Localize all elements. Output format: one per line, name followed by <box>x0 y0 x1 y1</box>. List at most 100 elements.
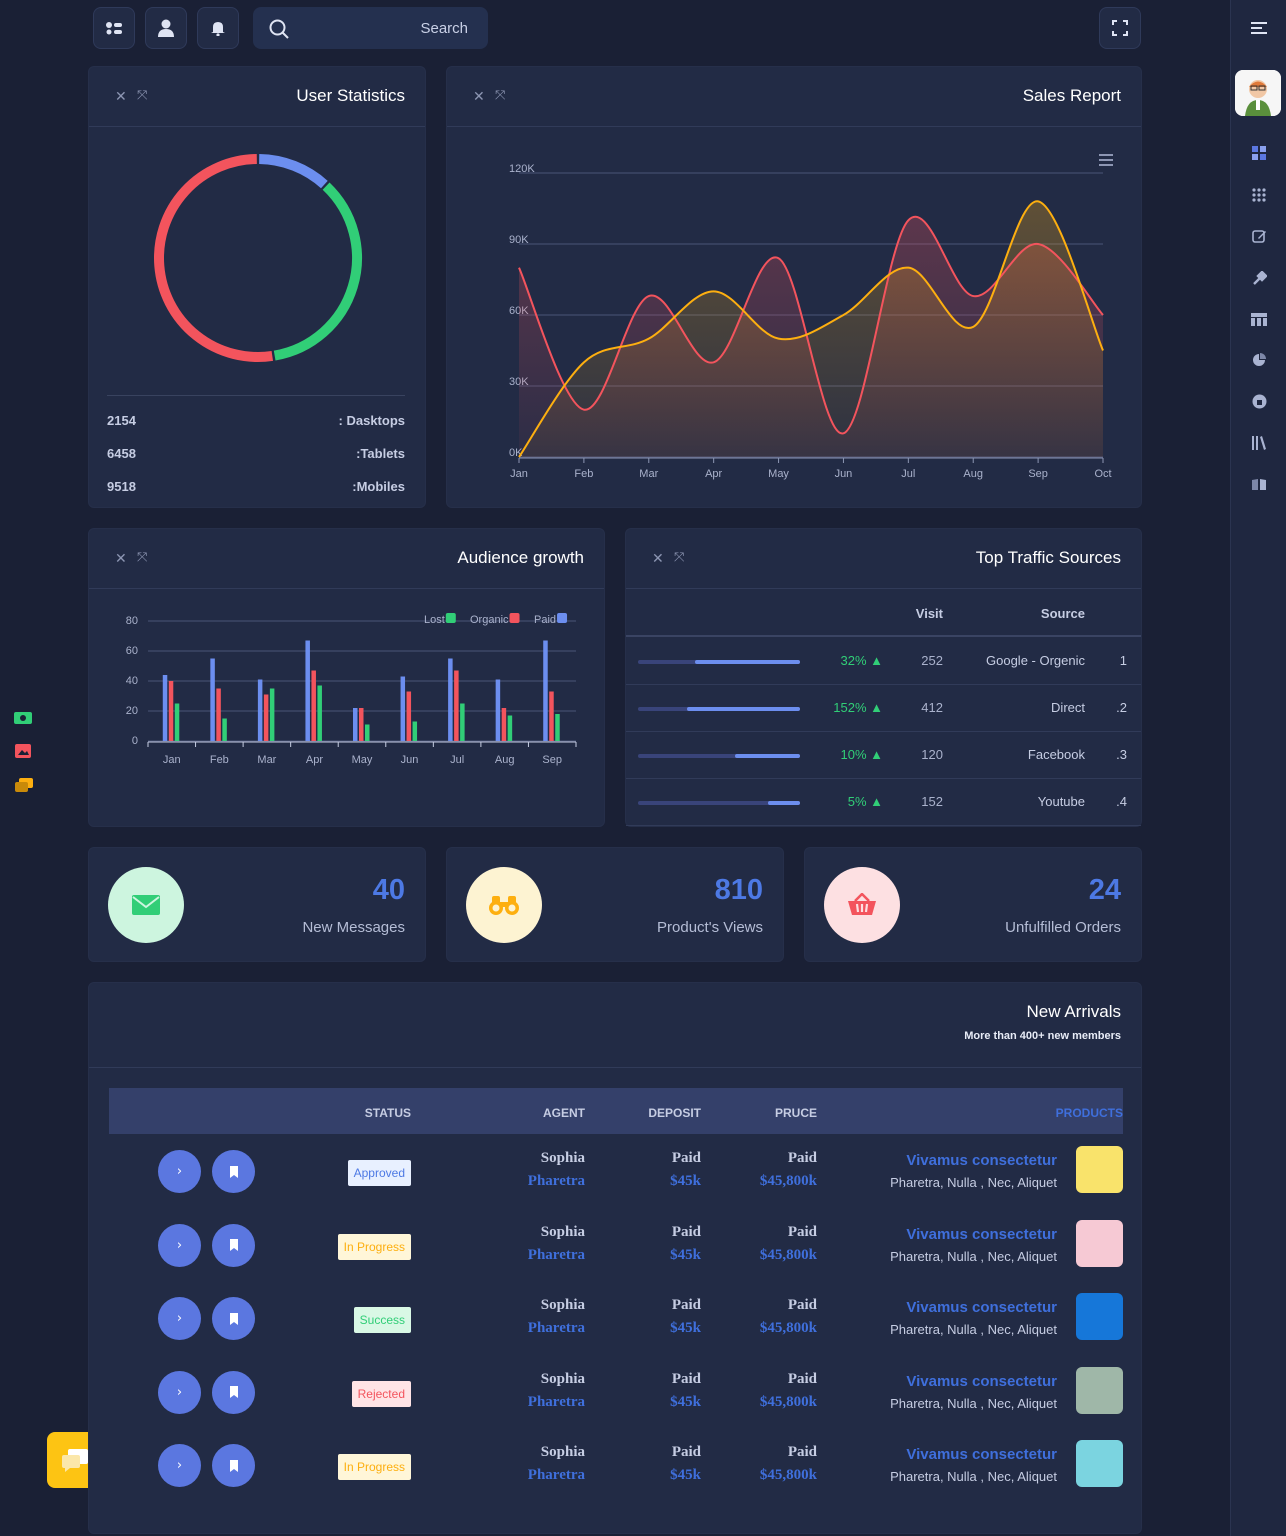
traffic-sources-card: ✕ ⤧ Top Traffic Sources Visit Source 32%… <box>625 528 1142 827</box>
th-price: PRUCE <box>774 1106 817 1120</box>
bookmark-icon <box>229 1312 238 1325</box>
audience-growth-card: ✕ ⤧ Audience growth 0 20 40 60 80 Jan Feb Mar Ap… <box>88 528 605 827</box>
traffic-progress-fill <box>694 660 800 664</box>
bookmark-icon <box>229 1459 238 1472</box>
search-box[interactable]: Search <box>253 7 488 49</box>
open-button[interactable]: › <box>158 1444 201 1487</box>
table-icon[interactable] <box>1251 311 1267 327</box>
traffic-visit: 120 <box>921 747 943 762</box>
price-amount: $45,800k <box>759 1393 817 1410</box>
fullscreen-button[interactable] <box>1099 7 1141 49</box>
profile-button[interactable] <box>145 7 187 49</box>
product-title[interactable]: Vivamus consectetur <box>906 1225 1057 1243</box>
stat-label: : Dasktops <box>338 413 405 428</box>
close-icon[interactable]: ✕ <box>115 89 127 105</box>
close-icon[interactable]: ✕ <box>652 551 664 567</box>
bookmark-button[interactable] <box>212 1297 255 1340</box>
agent-name: Sophia <box>540 1370 585 1387</box>
apps-button[interactable] <box>93 7 135 49</box>
chat-icon[interactable] <box>15 778 33 797</box>
apps-grid-icon[interactable] <box>1251 187 1267 203</box>
deposit-status: Paid <box>671 1223 701 1240</box>
stat-row-desktops: 2154 : Dasktops <box>107 413 405 433</box>
price-status: Paid <box>787 1444 817 1460</box>
agent-sub: Pharetra <box>527 1393 585 1410</box>
product-title[interactable]: Vivamus consectetur <box>906 1152 1057 1169</box>
bookmark-button[interactable] <box>212 1444 255 1487</box>
chart-menu-icon[interactable] <box>1099 154 1115 166</box>
donut-chart <box>154 154 362 362</box>
agent-name: Sophia <box>540 1150 585 1166</box>
close-icon[interactable]: ✕ <box>473 89 485 105</box>
agent-name: Sophia <box>540 1444 585 1460</box>
views-icon-circle <box>466 867 542 943</box>
user-avatar[interactable] <box>1235 70 1281 116</box>
bar-organic <box>168 681 174 741</box>
image-icon[interactable] <box>15 743 31 762</box>
bar-lost <box>507 715 513 741</box>
series-line <box>518 216 1104 435</box>
expand-icon[interactable]: ⤧ <box>674 550 685 565</box>
traffic-percent: 152% ▲ <box>833 700 883 715</box>
bar-paid <box>353 708 358 741</box>
kpi-label: New Messages <box>302 919 405 936</box>
book-icon[interactable] <box>1251 476 1267 492</box>
product-thumbnail[interactable] <box>1076 1366 1123 1414</box>
bookmark-button[interactable] <box>212 1150 255 1193</box>
close-icon[interactable]: ✕ <box>115 551 127 567</box>
audience-bar-chart: 0 20 40 60 80 Jan Feb Mar Apr May Jun Jul Aug Sep Lost… <box>126 613 577 766</box>
edit-icon[interactable] <box>1251 228 1267 244</box>
x-tick-label: Aug <box>495 754 515 766</box>
stat-label: :Tablets <box>356 446 405 461</box>
status-badge: Approved <box>347 1160 411 1186</box>
expand-icon[interactable]: ⤧ <box>137 88 148 103</box>
traffic-header-row: Visit Source <box>626 590 1141 637</box>
open-button[interactable]: › <box>158 1150 201 1193</box>
table-header: STATUS AGENT DEPOSIT PRUCE PRODUCTS <box>109 1088 1123 1134</box>
traffic-rank: .3 <box>1116 747 1127 762</box>
y-tick-label: 40 <box>126 675 138 687</box>
tools-icon[interactable] <box>1251 270 1267 286</box>
basket-icon <box>848 893 876 915</box>
fullscreen-icon <box>1112 20 1128 36</box>
expand-icon[interactable]: ⤧ <box>495 88 506 103</box>
kpi-number: 810 <box>714 874 763 906</box>
money-icon[interactable] <box>14 709 32 728</box>
bar-organic <box>501 708 507 741</box>
price-status: Paid <box>787 1297 817 1313</box>
apps-dots-icon <box>106 22 122 35</box>
x-tick-label: Jan <box>510 468 528 480</box>
product-title[interactable]: Vivamus consectetur <box>906 1372 1057 1390</box>
bookmark-button[interactable] <box>212 1370 255 1414</box>
product-title[interactable]: Vivamus consectetur <box>906 1446 1057 1463</box>
agent-sub: Pharetra <box>527 1246 585 1263</box>
kpi-orders-card: 24 Unfulfilled Orders <box>804 847 1142 962</box>
lock-icon[interactable] <box>1251 393 1267 409</box>
search-input[interactable]: Search <box>420 20 468 37</box>
product-thumbnail[interactable] <box>1076 1146 1123 1193</box>
agent-name: Sophia <box>540 1223 585 1240</box>
traffic-row: 32% ▲ 252 Google - Orgenic 1 <box>626 638 1141 685</box>
new-arrivals-card: New Arrivals More than 400+ new members … <box>88 982 1142 1534</box>
x-tick-label: May <box>352 754 373 766</box>
open-button[interactable]: › <box>158 1297 201 1340</box>
stat-value: 2154 <box>107 413 136 428</box>
traffic-progress-fill <box>767 801 800 805</box>
open-button[interactable]: › <box>158 1223 201 1267</box>
menu-toggle-icon[interactable] <box>1251 20 1267 36</box>
expand-icon[interactable]: ⤧ <box>137 550 148 565</box>
product-tags: Pharetra, Nulla , Nec, Aliquet <box>890 1395 1057 1411</box>
bookmark-button[interactable] <box>212 1223 255 1267</box>
product-thumbnail[interactable] <box>1076 1219 1123 1267</box>
product-thumbnail[interactable] <box>1076 1440 1123 1487</box>
library-icon[interactable] <box>1251 435 1267 451</box>
stat-value: 6458 <box>107 446 136 461</box>
search-icon <box>269 19 289 39</box>
product-title[interactable]: Vivamus consectetur <box>906 1299 1057 1316</box>
dashboard-icon[interactable] <box>1251 145 1267 161</box>
open-button[interactable]: › <box>158 1370 201 1414</box>
notifications-button[interactable] <box>197 7 239 49</box>
product-thumbnail[interactable] <box>1076 1293 1123 1340</box>
pie-chart-icon[interactable] <box>1251 352 1267 368</box>
